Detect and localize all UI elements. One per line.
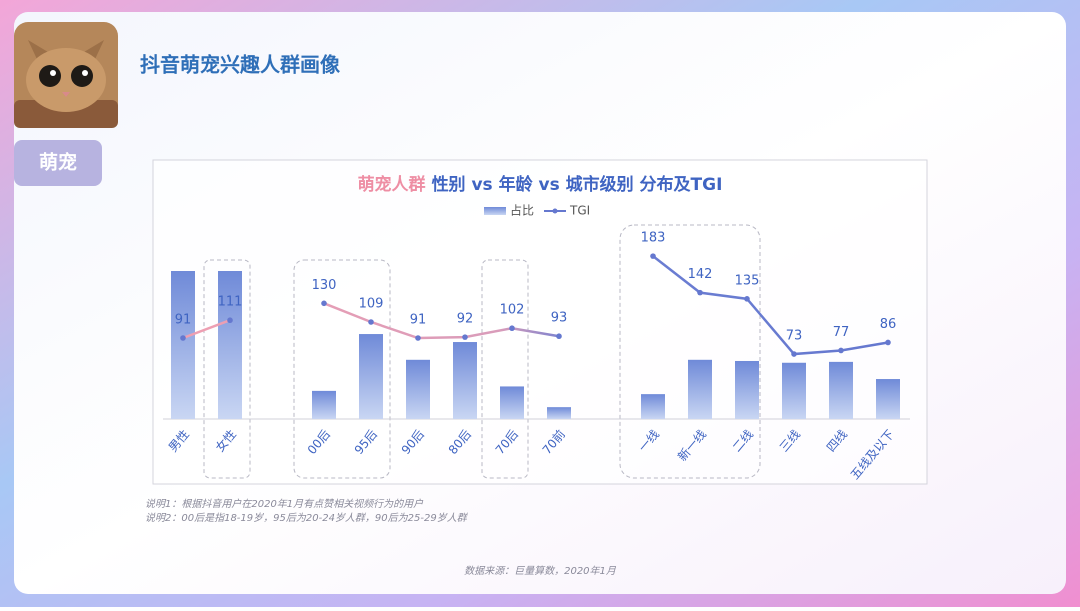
bar [735, 360, 759, 419]
bar [641, 394, 665, 419]
note: 说明2：00后是指18-19岁，95后为20-24岁人群，90后为25-29岁人… [145, 512, 469, 524]
data-label: 91 [175, 313, 192, 328]
tgi-point [462, 334, 468, 340]
data-label: 109 [359, 296, 384, 311]
tgi-point [321, 300, 327, 307]
bar [171, 271, 195, 419]
data-label: 86 [880, 317, 897, 332]
tgi-point [368, 319, 374, 325]
legend-label: TGI [569, 204, 590, 218]
data-label: 183 [641, 231, 666, 246]
bar [782, 362, 806, 419]
note: 说明1：根据抖音用户在2020年1月有点赞相关视频行为的用户 [145, 498, 424, 510]
bar [453, 342, 477, 419]
tgi-point [556, 333, 562, 340]
legend-swatch [484, 207, 506, 215]
group-boxes [203, 224, 761, 479]
bar [218, 271, 242, 419]
data-label: 93 [551, 311, 568, 326]
bar [406, 359, 430, 419]
cat-avatar [14, 22, 118, 128]
bar [312, 390, 336, 419]
tgi-point [180, 335, 186, 341]
tag: 萌宠 [39, 151, 77, 174]
data-label: 102 [500, 303, 525, 318]
data-label: 91 [410, 313, 427, 328]
chart-title: 萌宠人群 性别 vs 年龄 vs 城市级别 分布及TGI [358, 174, 723, 195]
tgi-point [744, 296, 750, 302]
data-label: 92 [457, 312, 474, 327]
tag-box [14, 140, 102, 186]
tgi-point [415, 335, 421, 341]
tgi-point [885, 339, 891, 346]
data-label: 135 [735, 273, 760, 288]
tgi-point [838, 347, 844, 354]
data-label: 142 [688, 267, 713, 282]
bar [359, 334, 383, 419]
tgi-point [227, 317, 233, 324]
chart-title-highlight: 萌宠人群 [358, 174, 426, 195]
bar [547, 407, 571, 419]
bar [829, 361, 853, 419]
chart-title-main: 性别 vs 年龄 vs 城市级别 分布及TGI [432, 174, 723, 195]
tgi-point [650, 253, 656, 259]
chart-frame [152, 159, 928, 485]
tgi-line [182, 255, 889, 356]
tgi-point [791, 351, 797, 357]
bar [688, 359, 712, 419]
tgi-point [697, 289, 703, 296]
bar [500, 386, 524, 419]
tgi-point [509, 325, 515, 332]
data-label: 130 [312, 278, 337, 293]
source: 数据来源：巨量算数，2020年1月 [464, 565, 617, 577]
data-label: 111 [218, 295, 243, 310]
page-title: 抖音萌宠兴趣人群画像 [140, 53, 341, 77]
data-label: 77 [833, 325, 850, 340]
data-label: 73 [786, 329, 803, 344]
legend-label: 占比 [510, 203, 534, 218]
bar [876, 379, 900, 419]
legend-swatch [552, 208, 558, 214]
